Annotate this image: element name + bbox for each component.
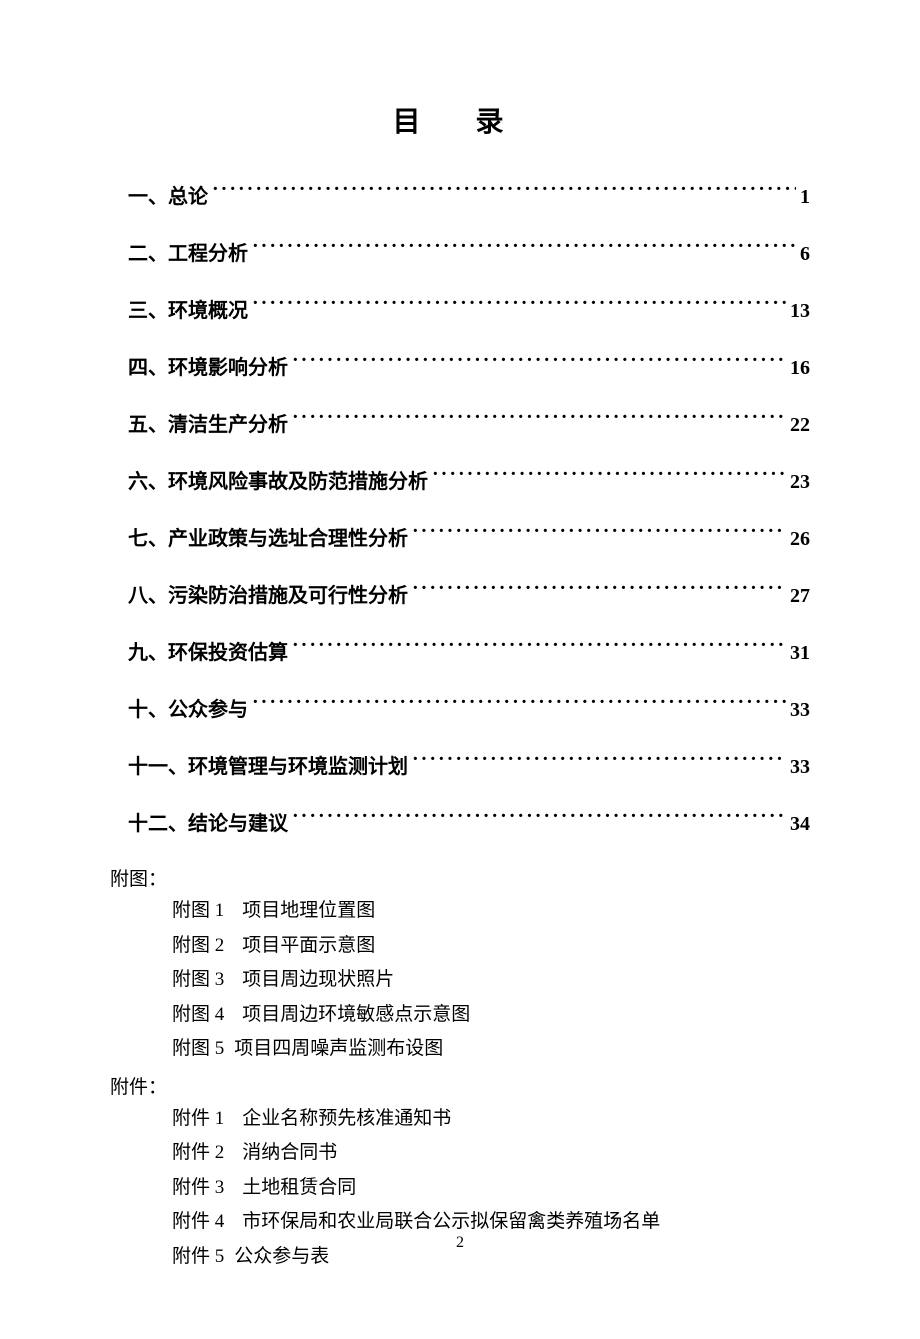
toc-page: 23 (790, 471, 810, 494)
toc-dots (292, 810, 786, 830)
toc-label: 二、工程分析 (128, 237, 248, 266)
toc-label: 三、环境概况 (128, 294, 248, 323)
figure-title: 项目周边现状照片 (242, 969, 394, 990)
toc-label: 八、污染防治措施及可行性分析 (128, 579, 408, 608)
toc-label: 四、环境影响分析 (128, 351, 288, 380)
toc-entry: 八、污染防治措施及可行性分析 27 (110, 579, 810, 608)
attachment-item: 附件 3 土地租赁合同 (110, 1174, 810, 1203)
figure-item: 附图 3 项目周边现状照片 (110, 966, 810, 995)
page-title: 目 录 (110, 100, 810, 140)
figure-num: 附图 3 (172, 966, 224, 995)
toc-entry: 十、公众参与 33 (110, 693, 810, 722)
toc-label: 十、公众参与 (128, 693, 248, 722)
toc-label: 一、总论 (128, 180, 208, 209)
toc-dots (432, 468, 786, 488)
toc-entry: 九、环保投资估算 31 (110, 636, 810, 665)
toc-label: 十一、环境管理与环境监测计划 (128, 750, 408, 779)
attachment-num: 附件 2 (172, 1139, 224, 1168)
toc-entry: 六、环境风险事故及防范措施分析 23 (110, 465, 810, 494)
figure-title: 项目四周噪声监测布设图 (234, 1038, 443, 1059)
toc-dots (252, 696, 786, 716)
toc-entry: 五、清洁生产分析 22 (110, 408, 810, 437)
toc-dots (412, 525, 786, 545)
toc-page: 33 (790, 699, 810, 722)
figure-num: 附图 5 (172, 1035, 224, 1064)
figure-num: 附图 4 (172, 1001, 224, 1030)
toc-page: 1 (800, 186, 810, 209)
figure-item: 附图 1 项目地理位置图 (110, 897, 810, 926)
attachment-num: 附件 1 (172, 1105, 224, 1134)
document-page: 目 录 一、总论 1 二、工程分析 6 三、环境概况 13 四、环境影响分析 1… (0, 0, 920, 1339)
toc-page: 22 (790, 414, 810, 437)
attachment-item: 附件 1 企业名称预先核准通知书 (110, 1105, 810, 1134)
figure-item: 附图 4 项目周边环境敏感点示意图 (110, 1001, 810, 1030)
attachment-item: 附件 4 市环保局和农业局联合公示拟保留禽类养殖场名单 (110, 1208, 810, 1237)
toc-dots (252, 240, 796, 260)
toc-page: 6 (800, 243, 810, 266)
toc-entry: 七、产业政策与选址合理性分析 26 (110, 522, 810, 551)
toc-label: 七、产业政策与选址合理性分析 (128, 522, 408, 551)
figure-num: 附图 2 (172, 932, 224, 961)
attachment-title: 企业名称预先核准通知书 (242, 1108, 451, 1129)
attachment-title: 消纳合同书 (242, 1142, 337, 1163)
toc-label: 五、清洁生产分析 (128, 408, 288, 437)
toc-entry: 十二、结论与建议 34 (110, 807, 810, 836)
figure-item: 附图 5 项目四周噪声监测布设图 (110, 1035, 810, 1064)
toc-page: 33 (790, 756, 810, 779)
toc-page: 34 (790, 813, 810, 836)
toc-label: 九、环保投资估算 (128, 636, 288, 665)
page-number: 2 (0, 1234, 920, 1252)
toc-entry: 三、环境概况 13 (110, 294, 810, 323)
figures-heading: 附图： (110, 864, 810, 891)
toc-page: 13 (790, 300, 810, 323)
toc-entry: 二、工程分析 6 (110, 237, 810, 266)
figure-num: 附图 1 (172, 897, 224, 926)
attachment-num: 附件 3 (172, 1174, 224, 1203)
figures-list: 附图 1 项目地理位置图 附图 2 项目平面示意图 附图 3 项目周边现状照片 附图 … (110, 897, 810, 1064)
figure-title: 项目地理位置图 (242, 900, 375, 921)
toc-dots (412, 582, 786, 602)
toc-label: 六、环境风险事故及防范措施分析 (128, 465, 428, 494)
toc-list: 一、总论 1 二、工程分析 6 三、环境概况 13 四、环境影响分析 16 五、… (110, 180, 810, 836)
toc-page: 16 (790, 357, 810, 380)
toc-dots (292, 411, 786, 431)
figure-title: 项目周边环境敏感点示意图 (242, 1004, 470, 1025)
toc-entry: 十一、环境管理与环境监测计划 33 (110, 750, 810, 779)
toc-dots (212, 183, 796, 203)
attachments-heading: 附件： (110, 1072, 810, 1099)
figure-title: 项目平面示意图 (242, 935, 375, 956)
toc-dots (292, 354, 786, 374)
attachment-title: 市环保局和农业局联合公示拟保留禽类养殖场名单 (242, 1211, 660, 1232)
toc-entry: 四、环境影响分析 16 (110, 351, 810, 380)
toc-dots (292, 639, 786, 659)
attachment-item: 附件 2 消纳合同书 (110, 1139, 810, 1168)
toc-page: 27 (790, 585, 810, 608)
attachment-title: 土地租赁合同 (242, 1177, 356, 1198)
toc-dots (412, 753, 786, 773)
toc-page: 26 (790, 528, 810, 551)
toc-entry: 一、总论 1 (110, 180, 810, 209)
toc-dots (252, 297, 786, 317)
toc-page: 31 (790, 642, 810, 665)
attachment-num: 附件 4 (172, 1208, 224, 1237)
toc-label: 十二、结论与建议 (128, 807, 288, 836)
figure-item: 附图 2 项目平面示意图 (110, 932, 810, 961)
